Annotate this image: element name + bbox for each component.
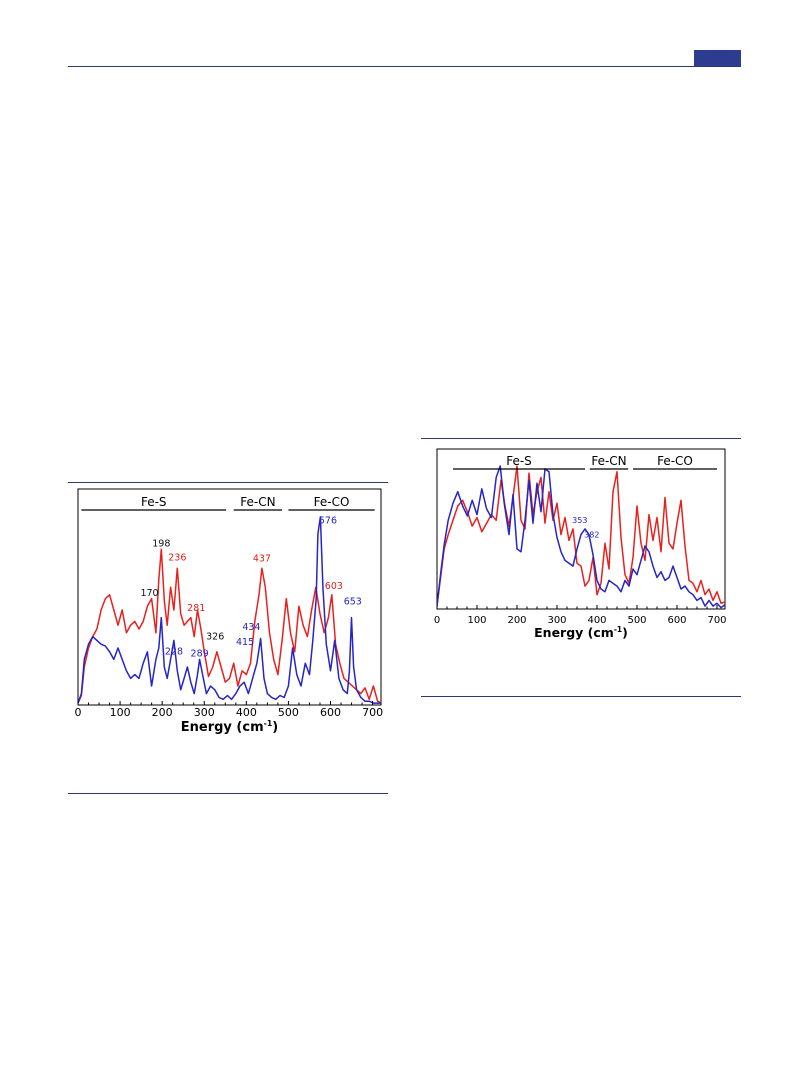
header-rule bbox=[68, 66, 741, 67]
peak-label: 353 bbox=[572, 516, 587, 525]
x-axis-label: Energy (cm-1) bbox=[534, 625, 628, 640]
region-label: Fe-S bbox=[141, 495, 167, 509]
series-line-blue bbox=[78, 516, 381, 704]
x-tick-label: 300 bbox=[547, 615, 566, 626]
peak-label: 236 bbox=[168, 553, 186, 564]
figure-1-bottom-rule bbox=[68, 793, 388, 794]
peak-label: 228 bbox=[165, 647, 183, 658]
peak-label: 603 bbox=[325, 581, 343, 592]
x-tick-label: 300 bbox=[194, 706, 215, 719]
x-axis-label: Energy (cm-1) bbox=[181, 719, 279, 735]
figure-1-top-rule bbox=[68, 482, 388, 483]
x-tick-label: 700 bbox=[707, 615, 726, 626]
region-label: Fe-CO bbox=[314, 495, 350, 509]
peak-label: 382 bbox=[584, 531, 599, 540]
region-label: Fe-CO bbox=[657, 454, 693, 468]
x-tick-label: 500 bbox=[278, 706, 299, 719]
x-tick-label: 400 bbox=[236, 706, 257, 719]
peak-label: 326 bbox=[206, 631, 224, 642]
peak-label: 415 bbox=[236, 637, 254, 648]
figure-2-bottom-rule bbox=[421, 696, 741, 697]
x-tick-label: 700 bbox=[362, 706, 383, 719]
x-tick-label: 200 bbox=[507, 615, 526, 626]
header-tab bbox=[694, 50, 741, 66]
region-label: Fe-S bbox=[506, 454, 532, 468]
figure-2-top-rule bbox=[421, 438, 741, 439]
peak-label: 289 bbox=[191, 649, 209, 660]
x-tick-label: 600 bbox=[667, 615, 686, 626]
peak-label: 170 bbox=[140, 588, 158, 599]
peak-label: 437 bbox=[253, 554, 271, 565]
peak-label: 198 bbox=[152, 538, 170, 549]
x-tick-label: 500 bbox=[627, 615, 646, 626]
x-tick-label: 200 bbox=[152, 706, 173, 719]
series-line-red bbox=[78, 548, 381, 704]
x-tick-label: 400 bbox=[587, 615, 606, 626]
peak-label: 434 bbox=[242, 622, 260, 633]
region-label: Fe-CN bbox=[240, 495, 275, 509]
x-tick-label: 0 bbox=[434, 615, 440, 626]
x-tick-label: 600 bbox=[320, 706, 341, 719]
peak-label: 653 bbox=[344, 596, 362, 607]
x-tick-label: 0 bbox=[75, 706, 82, 719]
peak-label: 281 bbox=[187, 603, 205, 614]
x-tick-label: 100 bbox=[467, 615, 486, 626]
plot-frame bbox=[436, 448, 726, 610]
series-line-blue bbox=[437, 465, 725, 609]
peak-label: 576 bbox=[319, 516, 337, 527]
x-tick-label: 100 bbox=[110, 706, 131, 719]
region-label: Fe-CN bbox=[591, 454, 626, 468]
series-line-red bbox=[437, 465, 725, 607]
